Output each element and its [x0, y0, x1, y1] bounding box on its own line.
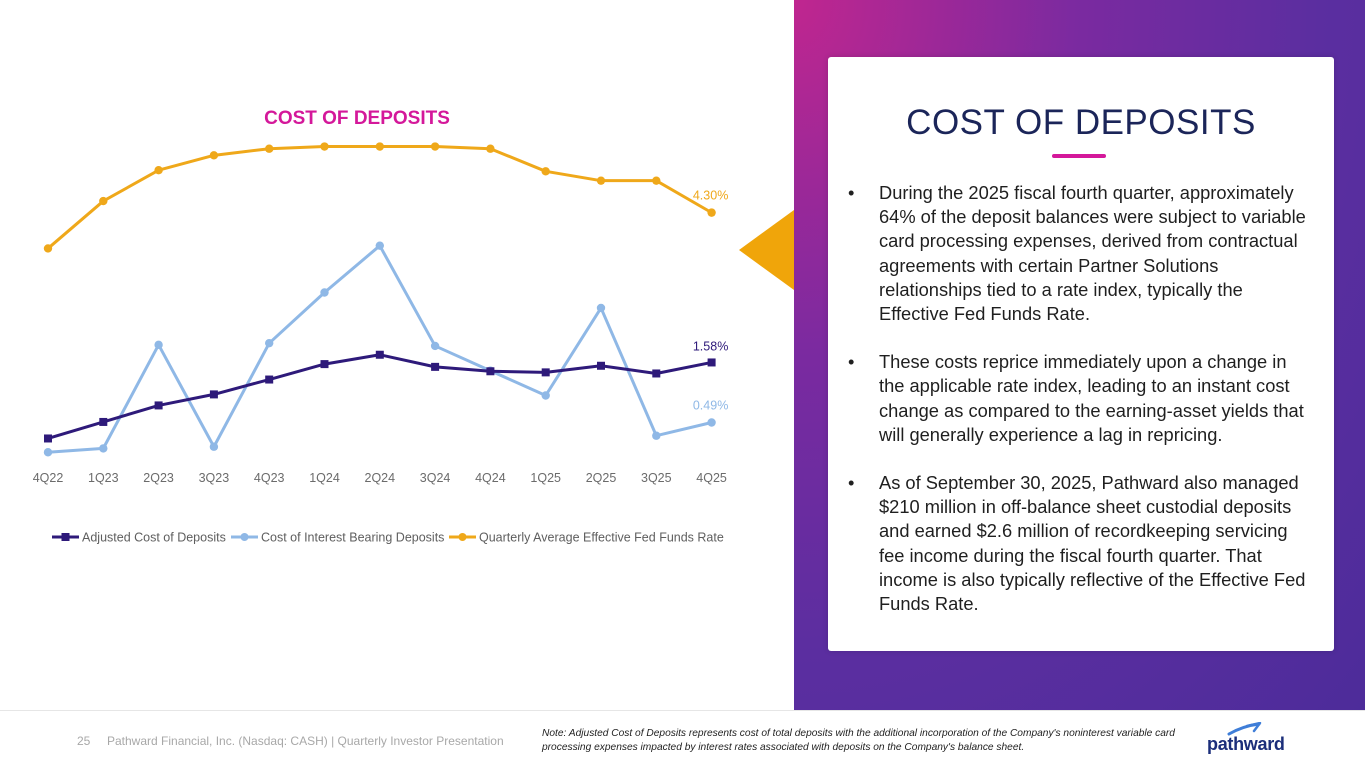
x-tick-label: 3Q23 [199, 471, 230, 485]
x-tick-label: 2Q24 [365, 471, 396, 485]
card-title: COST OF DEPOSITS [906, 103, 1256, 142]
data-point [99, 417, 108, 426]
data-point [486, 144, 495, 153]
data-point [652, 369, 661, 378]
bullet-item: • During the 2025 fiscal fourth quarter,… [844, 181, 1314, 326]
x-tick-label: 3Q24 [420, 471, 451, 485]
data-point [652, 431, 661, 440]
legend-marker [240, 533, 249, 541]
bullet-item: • These costs reprice immediately upon a… [844, 350, 1314, 447]
data-point [99, 196, 108, 206]
cost-of-deposits-chart: COST OF DEPOSITS 4Q22 1Q23 2Q23 3Q23 4Q23 1Q24… [33, 108, 729, 545]
data-point [596, 176, 606, 185]
data-label: 4.30% [693, 189, 728, 203]
data-point [541, 167, 550, 176]
logo-text: pathward [1207, 734, 1285, 754]
data-point [265, 375, 274, 384]
data-point [597, 361, 605, 370]
data-point [541, 391, 550, 400]
data-point [44, 434, 52, 443]
x-tick-label: 2Q25 [586, 471, 617, 485]
x-tick-label: 4Q25 [696, 471, 727, 485]
x-tick-label: 4Q24 [475, 471, 506, 485]
x-tick-label: 1Q24 [309, 471, 340, 485]
data-point [154, 166, 163, 175]
pointer-arrow [739, 210, 794, 290]
data-point [43, 244, 53, 253]
bullet-icon: • [848, 472, 855, 494]
data-point [99, 444, 108, 453]
data-point [707, 358, 716, 367]
x-tick-label: 4Q22 [33, 471, 64, 485]
bullet-icon: • [848, 351, 855, 373]
data-point [375, 350, 384, 359]
footnote: Note: Adjusted Cost of Deposits represen… [542, 728, 1175, 753]
data-point [209, 151, 219, 160]
chart-title: COST OF DEPOSITS [264, 108, 450, 129]
data-point [375, 241, 384, 250]
data-point [43, 448, 53, 457]
data-point [209, 390, 218, 399]
series-line [46, 244, 714, 454]
x-tick-label: 4Q23 [254, 471, 285, 485]
data-point [596, 303, 606, 313]
data-point [430, 341, 440, 351]
legend-label: Cost of Interest Bearing Deposits [261, 531, 444, 545]
data-label: 1.58% [693, 339, 728, 353]
title-underline [1052, 154, 1106, 158]
legend-label: Quarterly Average Effective Fed Funds Ra… [479, 531, 724, 545]
bullet-text: During the 2025 fiscal fourth quarter, a… [879, 182, 1306, 325]
chart-area: COST OF DEPOSITS 4Q22 1Q23 2Q23 3Q23 4Q23 1Q24… [33, 108, 729, 545]
page-number: 25 [77, 734, 91, 748]
info-card: COST OF DEPOSITS • During the 2025 fisca… [828, 57, 1334, 651]
bullet-text: As of September 30, 2025, Pathward also … [879, 472, 1306, 615]
data-point [375, 142, 384, 151]
bullet-text: These costs reprice immediately upon a c… [879, 351, 1304, 445]
x-tick-label: 1Q25 [530, 471, 561, 485]
data-point [320, 360, 329, 369]
data-point [541, 368, 550, 377]
bullet-list: • During the 2025 fiscal fourth quarter,… [844, 181, 1314, 640]
data-point [486, 367, 495, 376]
data-point [320, 142, 329, 151]
data-point [154, 401, 163, 410]
data-point [707, 418, 716, 427]
x-tick-label: 2Q23 [143, 471, 174, 485]
legend-marker [61, 533, 70, 541]
data-point [265, 144, 274, 153]
x-tick-label: 3Q25 [641, 471, 672, 485]
legend-label: Adjusted Cost of Deposits [82, 531, 226, 545]
data-point [265, 338, 274, 348]
series-line [46, 145, 714, 250]
pathward-logo: pathward [1207, 722, 1297, 758]
data-point [430, 142, 440, 151]
data-point [154, 340, 163, 350]
data-point [431, 362, 440, 371]
footer-divider [0, 710, 1365, 711]
data-point [320, 288, 329, 297]
bullet-icon: • [848, 182, 855, 203]
data-point [209, 442, 219, 451]
logo-swoosh-icon [1227, 722, 1262, 736]
legend-marker [458, 533, 467, 541]
footer-text: Pathward Financial, Inc. (Nasdaq: CASH) … [107, 734, 504, 748]
data-point [707, 208, 716, 217]
bullet-item: • As of September 30, 2025, Pathward als… [844, 471, 1314, 616]
x-tick-label: 1Q23 [88, 471, 119, 485]
data-label: 0.49% [693, 399, 728, 413]
data-point [652, 176, 661, 185]
